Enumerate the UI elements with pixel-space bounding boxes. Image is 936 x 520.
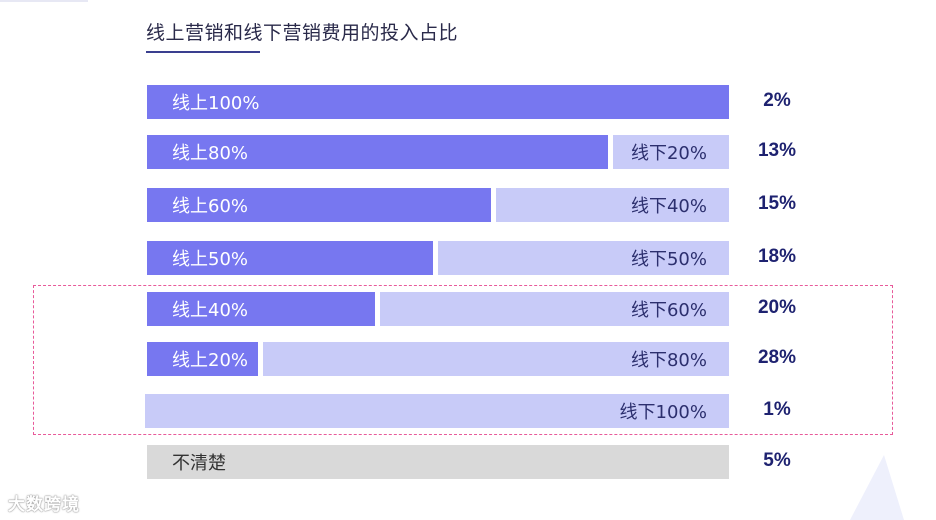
share-value-label: 20% [757,297,797,318]
bar-row: 线上100% [147,85,729,119]
share-value-label: 15% [757,193,797,214]
bar-row: 线上50% 线下50% [147,241,729,275]
offline-label: 线下20% [630,143,707,164]
share-value-label: 13% [757,140,797,161]
online-label: 线上20% [172,350,249,371]
bar-segment-offline: 线下50% [438,241,729,275]
decorative-triangle [850,455,904,520]
bar-segment-offline: 线下60% [380,292,729,326]
chart-title: 线上营销和线下营销费用的投入占比 [146,22,459,44]
online-label: 线上80% [172,143,249,164]
offline-label: 线下80% [630,350,707,371]
bar-segment-offline: 线下80% [263,342,729,376]
bar-segment-online: 线上50% [147,241,433,275]
bar-row: 不清楚 [147,445,729,479]
title-underline [146,51,260,53]
bar-segment-online: 线上20% [147,342,258,376]
share-value-label: 1% [763,399,791,420]
share-value-label: 18% [757,246,797,267]
bar-row: 线上80% 线下20% [147,135,729,169]
bar-segment-offline: 线下100% [145,394,729,428]
bar-segment-unknown: 不清楚 [147,445,729,479]
offline-label: 线下60% [630,300,707,321]
highlight-box [33,285,893,435]
bar-segment-offline: 线下20% [613,135,729,169]
bar-row: 线上40% 线下60% [147,292,729,326]
bar-row: 线上60% 线下40% [147,188,729,222]
online-label: 线上50% [172,249,249,270]
offline-label: 线下100% [619,402,707,423]
bar-segment-offline: 线下40% [496,188,729,222]
share-value-label: 5% [763,450,791,471]
online-label: 线上40% [172,300,249,321]
share-value-label: 2% [763,90,791,111]
unknown-label: 不清楚 [172,453,226,474]
bar-row: 线上20% 线下80% [147,342,729,376]
online-label: 线上60% [172,196,249,217]
online-label: 线上100% [172,93,260,114]
top-accent-line [0,0,88,2]
offline-label: 线下50% [630,249,707,270]
watermark: 大数跨境 [8,495,80,515]
bar-segment-online: 线上40% [147,292,375,326]
bar-segment-online: 线上60% [147,188,491,222]
bar-row: 线下100% [145,394,729,428]
bar-segment-online: 线上80% [147,135,608,169]
share-value-label: 28% [757,347,797,368]
offline-label: 线下40% [630,196,707,217]
bar-segment-online: 线上100% [147,85,729,119]
